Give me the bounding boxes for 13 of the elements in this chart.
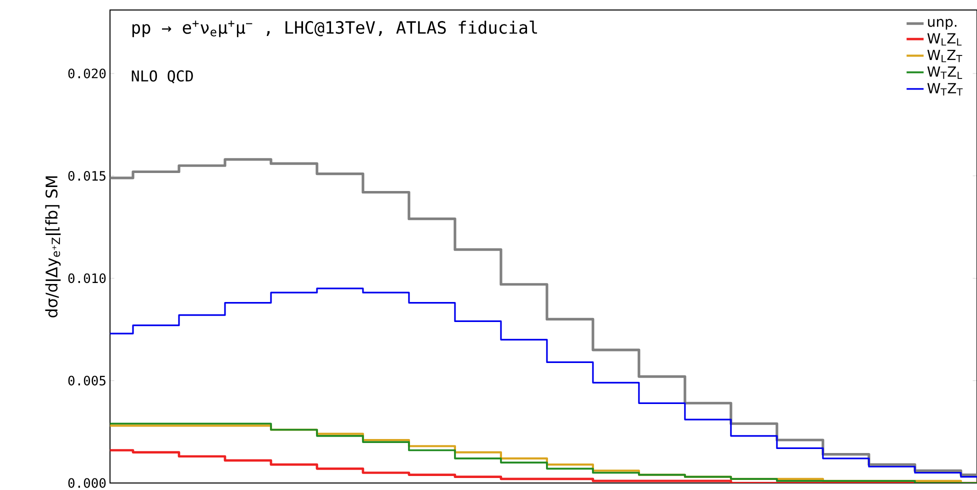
- legend-label: W$_{T}$Z$_{L}$: [927, 66, 962, 79]
- legend-label: W$_{T}$Z$_{T}$: [927, 83, 963, 96]
- y-tick-label: 0.010: [68, 273, 106, 284]
- y-axis-title: dσ/dǀΔy$_{e⁺Z}$ǀ[fb] SM: [45, 176, 61, 318]
- legend-label: W$_{L}$Z$_{T}$: [927, 50, 962, 62]
- y-tick-label: 0.000: [68, 478, 106, 488]
- chart-title: pp → e$^{+}$ν$_{e}$μ$^{+}$μ$^{−}$ , LHC@13TeV, ATLAS fiducial: [132, 20, 538, 38]
- legend-label: unp.: [928, 18, 956, 30]
- y-tick-label: 0.005: [68, 376, 106, 386]
- text: NLO QCD: [132, 70, 193, 84]
- y-tick-label: 0.015: [68, 170, 106, 181]
- y-tick-label: 0.020: [68, 68, 106, 78]
- legend-label: W$_{L}$Z$_{L}$: [927, 33, 962, 46]
